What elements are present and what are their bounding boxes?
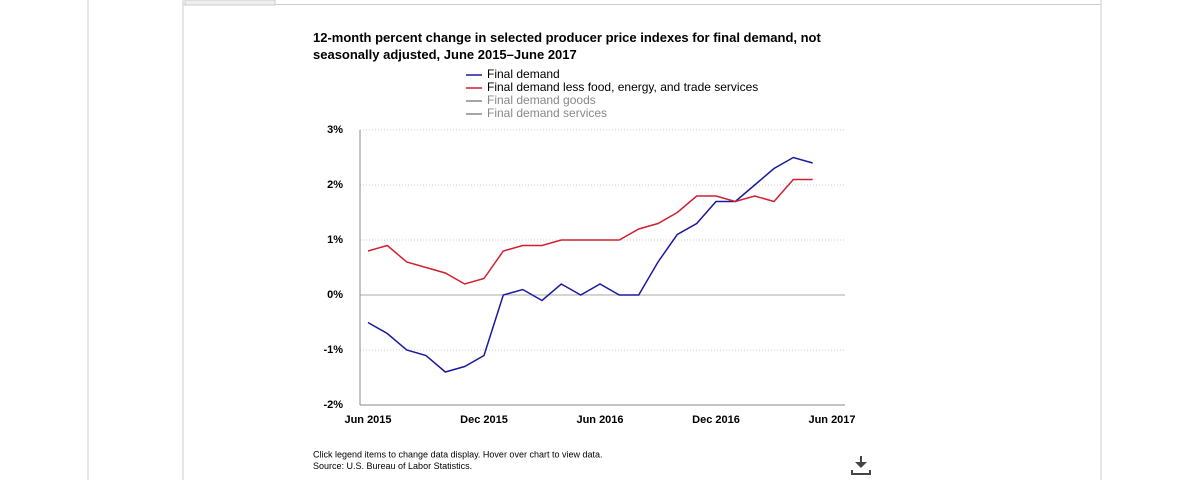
- x-tick-label: Jun 2017: [808, 414, 855, 426]
- legend-label[interactable]: Final demand: [487, 67, 560, 81]
- footnote: Click legend items to change data displa…: [313, 449, 602, 459]
- x-tick-label: Dec 2016: [692, 414, 740, 426]
- x-tick-label: Jun 2015: [344, 414, 391, 426]
- x-tick-label: Dec 2015: [460, 414, 508, 426]
- y-tick-label: 1%: [327, 234, 343, 246]
- series-line: [367, 156, 813, 373]
- legend-label[interactable]: Final demand less food, energy, and trad…: [487, 80, 758, 94]
- x-tick-label: Jun 2016: [576, 414, 623, 426]
- series-line: [367, 178, 813, 285]
- legend-label[interactable]: Final demand goods: [487, 93, 596, 107]
- y-tick-label: 2%: [327, 179, 343, 191]
- footnote: Source: U.S. Bureau of Labor Statistics.: [313, 461, 472, 471]
- y-tick-label: -2%: [323, 399, 343, 411]
- y-tick-label: 3%: [327, 124, 343, 136]
- y-tick-label: -1%: [323, 344, 343, 356]
- tab[interactable]: [184, 0, 276, 6]
- chart-title: 12-month percent change in selected prod…: [313, 30, 821, 62]
- legend-label[interactable]: Final demand services: [487, 106, 607, 120]
- y-tick-label: 0%: [327, 289, 343, 301]
- download-icon[interactable]: [851, 456, 871, 475]
